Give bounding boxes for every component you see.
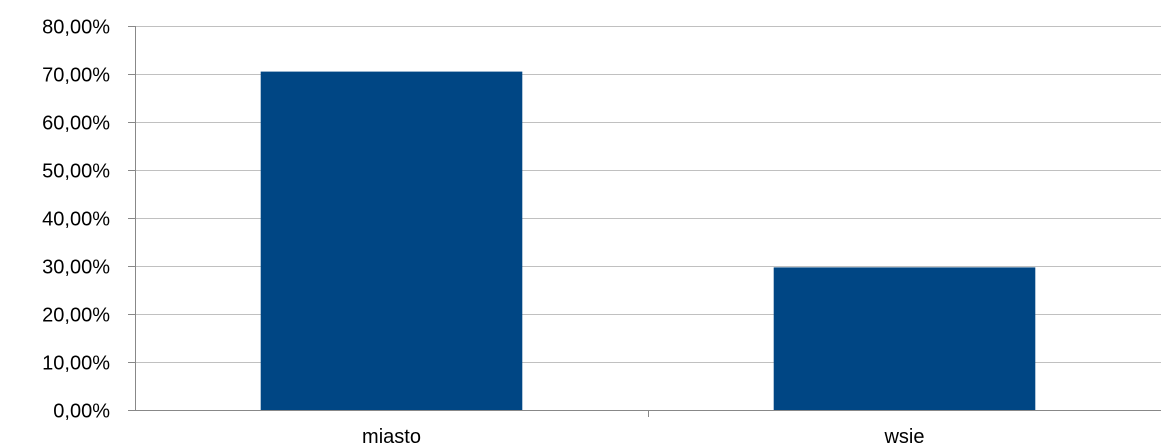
bars <box>260 71 1036 410</box>
y-axis-tick-labels: 0,00% 10,00% 20,00% 30,00% 40,00% 50,00% 60,00… <box>42 17 110 423</box>
x-category-label: wsie <box>883 426 924 447</box>
bar-wsie <box>773 267 1036 410</box>
bar-miasto <box>260 71 523 410</box>
y-tick-label: 30,00% <box>42 257 110 279</box>
y-tick-label: 70,00% <box>42 65 110 87</box>
y-tick-label: 10,00% <box>42 353 110 375</box>
axes <box>128 26 1161 417</box>
y-tick-label: 80,00% <box>42 17 110 39</box>
y-tick-label: 50,00% <box>42 161 110 183</box>
y-tick-label: 0,00% <box>53 401 110 423</box>
x-axis-category-labels: miasto wsie <box>362 426 924 447</box>
y-tick-label: 20,00% <box>42 305 110 327</box>
y-tick-label: 40,00% <box>42 209 110 231</box>
x-category-label: miasto <box>362 426 421 447</box>
y-tick-label: 60,00% <box>42 113 110 135</box>
